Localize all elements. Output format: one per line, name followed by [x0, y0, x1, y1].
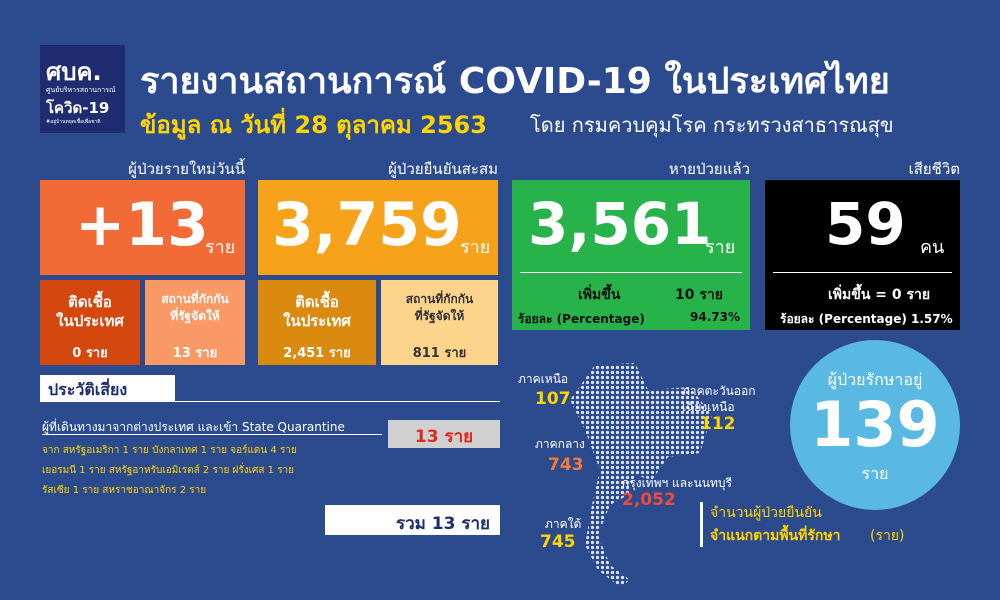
sub-card: [381, 280, 498, 365]
title: รายงานสถานการณ์ COVID-19 ในประเทศไทย: [140, 61, 890, 102]
sub-label: ในประเทศ: [283, 312, 351, 330]
sub-label: ที่รัฐจัดให้: [170, 309, 220, 323]
thailand-map: [570, 363, 712, 587]
divider: [520, 272, 742, 273]
logo: [40, 45, 125, 133]
sub-label: ในประเทศ: [56, 312, 124, 330]
increase: เพิ่มขึ้น = 0 ราย: [828, 287, 931, 303]
sub-label: ติดเชื้อ: [68, 293, 112, 311]
region-name: ภาคตะวันออก: [682, 384, 756, 398]
risk-description: ผู้ที่เดินทางมาจากต่างประเทศ และเข้า Sta…: [42, 420, 345, 434]
treatment-unit: ราย: [861, 464, 889, 483]
treatment-label: ผู้ป่วยรักษาอยู่: [827, 370, 923, 389]
card-value: 59: [825, 190, 906, 258]
region-value: 107: [535, 389, 571, 409]
logo-tagline: #อยู่บ้านหยุดเชื้อเพื่อชาติ: [46, 119, 101, 125]
pct-value: 94.73%: [690, 310, 740, 324]
logo-abbr: ศบค.: [46, 58, 102, 86]
risk-tab: [40, 375, 175, 401]
card-label: เสียชีวิต: [908, 160, 960, 178]
logo-org: ศูนย์บริหารสถานการณ์: [46, 86, 116, 94]
region-value: 743: [548, 455, 584, 475]
region-value: 745: [540, 532, 576, 552]
sub-label: สถานที่กักกัน: [161, 292, 229, 306]
increase-label: เพิ่มขึ้น: [578, 287, 621, 303]
card-label: ผู้ป่วยรายใหม่วันนี้: [128, 160, 245, 178]
logo-name: โควิด-19: [46, 99, 110, 117]
risk-count: 13 ราย: [414, 427, 474, 447]
sub-value: 2,451 ราย: [283, 346, 351, 361]
legend-unit: (ราย): [870, 528, 905, 544]
legend-bar: [700, 502, 703, 547]
pct-label: ร้อยละ (Percentage): [518, 312, 645, 326]
card-label: หายป่วยแล้ว: [668, 160, 750, 178]
source: โดย กรมควบคุมโรค กระทรวงสาธารณสุข: [530, 113, 894, 137]
sub-value: 811 ราย: [412, 346, 467, 361]
region-name: กรุงเทพฯ และนนทบุรี: [622, 476, 732, 490]
card-value: +13: [75, 190, 209, 260]
treatment-value: 139: [810, 388, 940, 461]
increase-value: 10 ราย: [675, 287, 723, 303]
sub-value: 13 ราย: [172, 346, 218, 361]
region-name: ภาคกลาง: [535, 437, 585, 451]
total-box: [325, 505, 500, 535]
risk-detail: จาก สหรัฐอเมริกา 1 ราย บังกลาเทศ 1 ราย จ…: [42, 445, 297, 456]
region-value: 112: [700, 414, 736, 434]
sub-card: [258, 280, 376, 365]
card-value: 3,561: [528, 190, 712, 258]
risk-detail: เยอรมนี 1 ราย สหรัฐอาหรับเอมิเรตส์ 2 ราย…: [42, 465, 295, 476]
pct: ร้อยละ (Percentage) 1.57%: [780, 312, 953, 326]
card-unit: ราย: [205, 237, 236, 258]
card: [258, 180, 498, 275]
sub-card: [145, 280, 245, 365]
legend-line: จำนวนผู้ป่วยยืนยัน: [710, 505, 822, 521]
date: ข้อมูล ณ วันที่ 28 ตุลาคม 2563: [140, 111, 487, 139]
sub-label: ติดเชื้อ: [295, 293, 339, 311]
card: [40, 180, 245, 275]
card-value: 3,759: [272, 190, 462, 260]
legend-line: จำแนกตามพื้นที่รักษา: [710, 528, 841, 544]
risk-total: รวม 13 ราย: [395, 514, 490, 534]
treatment-circle: [790, 340, 960, 510]
card: [765, 180, 960, 330]
sub-label: ที่รัฐจัดให้: [414, 309, 465, 323]
divider: [773, 272, 952, 273]
region-name: ภาคใต้: [545, 517, 582, 531]
risk-title: ประวัติเสี่ยง: [48, 380, 128, 399]
count-box: [388, 420, 500, 448]
region-value: 2,052: [622, 490, 676, 510]
map: [570, 363, 712, 587]
card-unit: ราย: [460, 237, 491, 258]
card-unit: ราย: [705, 237, 736, 258]
sub-label: สถานที่กักกัน: [405, 292, 474, 306]
region-name: เฉียงเหนือ: [682, 400, 735, 414]
sub-card: [40, 280, 140, 365]
card: [512, 180, 750, 330]
sub-value: 0 ราย: [72, 346, 108, 361]
divider: [42, 434, 382, 435]
divider: [40, 401, 500, 402]
card-label: ผู้ป่วยยืนยันสะสม: [388, 160, 498, 178]
region-name: ภาคเหนือ: [518, 372, 569, 386]
risk-detail: รัสเซีย 1 ราย สหราชอาณาจักร 2 ราย: [42, 485, 207, 496]
card-unit: คน: [920, 237, 945, 258]
